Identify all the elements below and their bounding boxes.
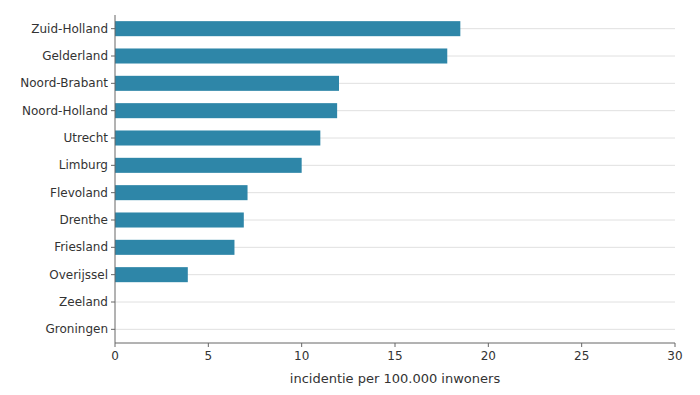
y-tick: [111, 110, 115, 111]
grid-line: [115, 274, 675, 275]
category-label: Friesland: [54, 240, 108, 254]
x-tick: [488, 343, 489, 347]
y-tick: [111, 138, 115, 139]
x-tick: [115, 343, 116, 347]
bar: [115, 185, 248, 200]
y-tick: [111, 28, 115, 29]
bar: [115, 21, 460, 36]
bar: [115, 76, 339, 91]
x-tick: [675, 343, 676, 347]
x-tick-label: 25: [574, 349, 589, 363]
bar: [115, 130, 320, 145]
bar: [115, 212, 244, 227]
category-label: Drenthe: [59, 213, 108, 227]
y-tick: [111, 56, 115, 57]
page: {"chart_data": {"type": "bar", "orientat…: [0, 0, 700, 395]
x-tick-label: 5: [205, 349, 213, 363]
y-tick: [111, 192, 115, 193]
bar: [115, 267, 188, 282]
chart: 0 5 10 15 20 25 30 Zuid-Holland Gelderland Noord-…: [0, 0, 700, 395]
grid-line: [115, 329, 675, 330]
category-label: Utrecht: [64, 131, 109, 145]
x-axis-label: incidentie per 100.000 inwoners: [290, 371, 501, 386]
x-tick-label: 15: [387, 349, 402, 363]
y-axis-line: [115, 15, 116, 343]
x-tick-label: 30: [667, 349, 682, 363]
grid-line: [115, 302, 675, 303]
y-tick: [111, 329, 115, 330]
bar: [115, 48, 447, 63]
bars: [115, 21, 460, 282]
x-tick-label: 0: [111, 349, 119, 363]
category-label: Gelderland: [42, 49, 108, 63]
x-tick-label: 10: [294, 349, 309, 363]
category-label: Noord-Brabant: [20, 76, 108, 90]
x-tick: [208, 343, 209, 347]
y-tick: [111, 220, 115, 221]
category-label: Zeeland: [59, 295, 108, 309]
y-tick: [111, 302, 115, 303]
category-label: Zuid-Holland: [31, 22, 108, 36]
x-tick-label: 20: [481, 349, 496, 363]
axes: 0 5 10 15 20 25 30 Zuid-Holland Gelderland Noord-…: [20, 15, 682, 363]
category-label: Groningen: [46, 322, 108, 336]
grid: [115, 29, 675, 330]
category-label: Overijssel: [49, 268, 108, 282]
x-tick: [395, 343, 396, 347]
category-label: Noord-Holland: [22, 104, 108, 118]
bar: [115, 240, 234, 255]
category-label: Limburg: [59, 158, 108, 172]
y-tick: [111, 247, 115, 248]
bar: [115, 158, 302, 173]
category-label: Flevoland: [50, 186, 108, 200]
bar: [115, 103, 337, 118]
y-tick: [111, 83, 115, 84]
x-tick: [581, 343, 582, 347]
x-tick: [301, 343, 302, 347]
y-tick: [111, 274, 115, 275]
y-tick: [111, 165, 115, 166]
